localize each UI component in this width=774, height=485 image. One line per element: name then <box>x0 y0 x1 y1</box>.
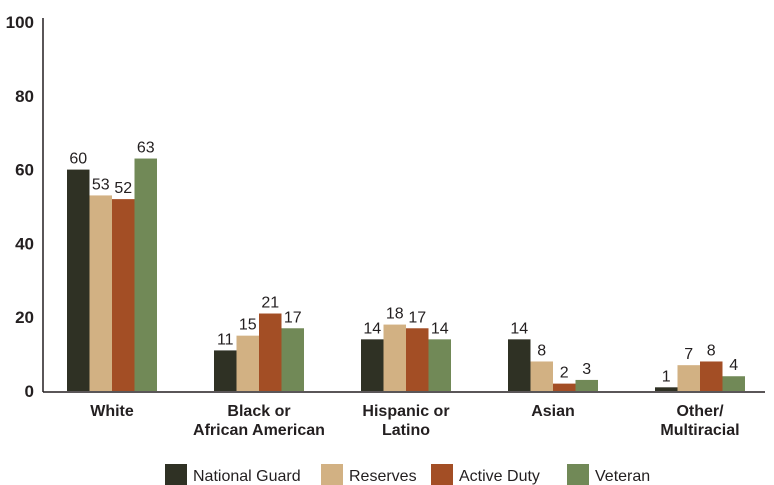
y-tick-label: 0 <box>25 382 34 401</box>
bar-value-label: 3 <box>582 361 591 378</box>
legend: National Guard Reserves Active Duty Veteran <box>165 464 650 485</box>
bar-value-label: 15 <box>239 317 257 334</box>
bar <box>383 324 406 391</box>
bar <box>134 158 157 391</box>
category-label: Black or African American <box>193 403 325 439</box>
bar <box>361 339 384 391</box>
legend-label: Veteran <box>595 468 650 485</box>
y-tick-label: 60 <box>15 161 34 180</box>
bar-value-label: 1 <box>662 368 671 385</box>
bar-value-label: 14 <box>431 320 449 337</box>
category-labels: White Black or African American Hispanic or… <box>90 403 739 439</box>
legend-swatch <box>321 464 343 485</box>
bar <box>112 199 135 391</box>
bar <box>677 365 700 391</box>
bar <box>530 361 553 391</box>
bar-value-label: 53 <box>92 176 110 193</box>
y-tick-label: 40 <box>15 234 34 253</box>
category-label: Asian <box>531 403 575 420</box>
bar <box>89 195 112 391</box>
bar <box>722 376 745 391</box>
bar-value-label: 7 <box>684 346 693 363</box>
bar <box>428 339 451 391</box>
bar-value-label: 17 <box>408 309 426 326</box>
bar <box>553 383 576 391</box>
bar <box>508 339 531 391</box>
legend-swatch <box>431 464 453 485</box>
bar-value-label: 14 <box>363 320 381 337</box>
bar-value-label: 11 <box>217 331 234 348</box>
bar <box>700 361 723 391</box>
y-tick-label: 80 <box>15 87 34 106</box>
y-tick-label: 100 <box>6 13 34 32</box>
bar-value-label: 2 <box>560 365 569 382</box>
bar-value-label: 60 <box>69 151 87 168</box>
bar-value-label: 4 <box>729 357 738 374</box>
bar <box>575 379 598 391</box>
bar <box>67 169 90 391</box>
legend-swatch <box>567 464 589 485</box>
bar-value-label: 8 <box>707 342 716 359</box>
bar-value-label: 17 <box>284 309 302 326</box>
bar-value-label: 8 <box>537 342 546 359</box>
bar <box>655 387 678 391</box>
bar-value-label: 52 <box>114 180 132 197</box>
bar-value-label: 63 <box>137 140 155 157</box>
bar <box>236 335 259 391</box>
category-label: Other/Multiracial <box>660 403 739 439</box>
bar-value-label: 18 <box>386 306 404 323</box>
bars <box>67 158 745 391</box>
bar <box>281 328 304 391</box>
category-label: Hispanic or Latino <box>362 403 449 439</box>
legend-label: National Guard <box>193 468 301 485</box>
legend-label: Reserves <box>349 468 417 485</box>
legend-swatch <box>165 464 187 485</box>
bar <box>214 350 237 391</box>
category-label: White <box>90 403 134 420</box>
bar <box>406 328 429 391</box>
axes: 0 20 40 60 80 100 <box>6 13 765 401</box>
bar <box>259 313 282 391</box>
bar-value-label: 21 <box>261 295 279 312</box>
bar-value-label: 14 <box>510 320 528 337</box>
y-tick-label: 20 <box>15 308 34 327</box>
legend-label: Active Duty <box>459 468 540 485</box>
